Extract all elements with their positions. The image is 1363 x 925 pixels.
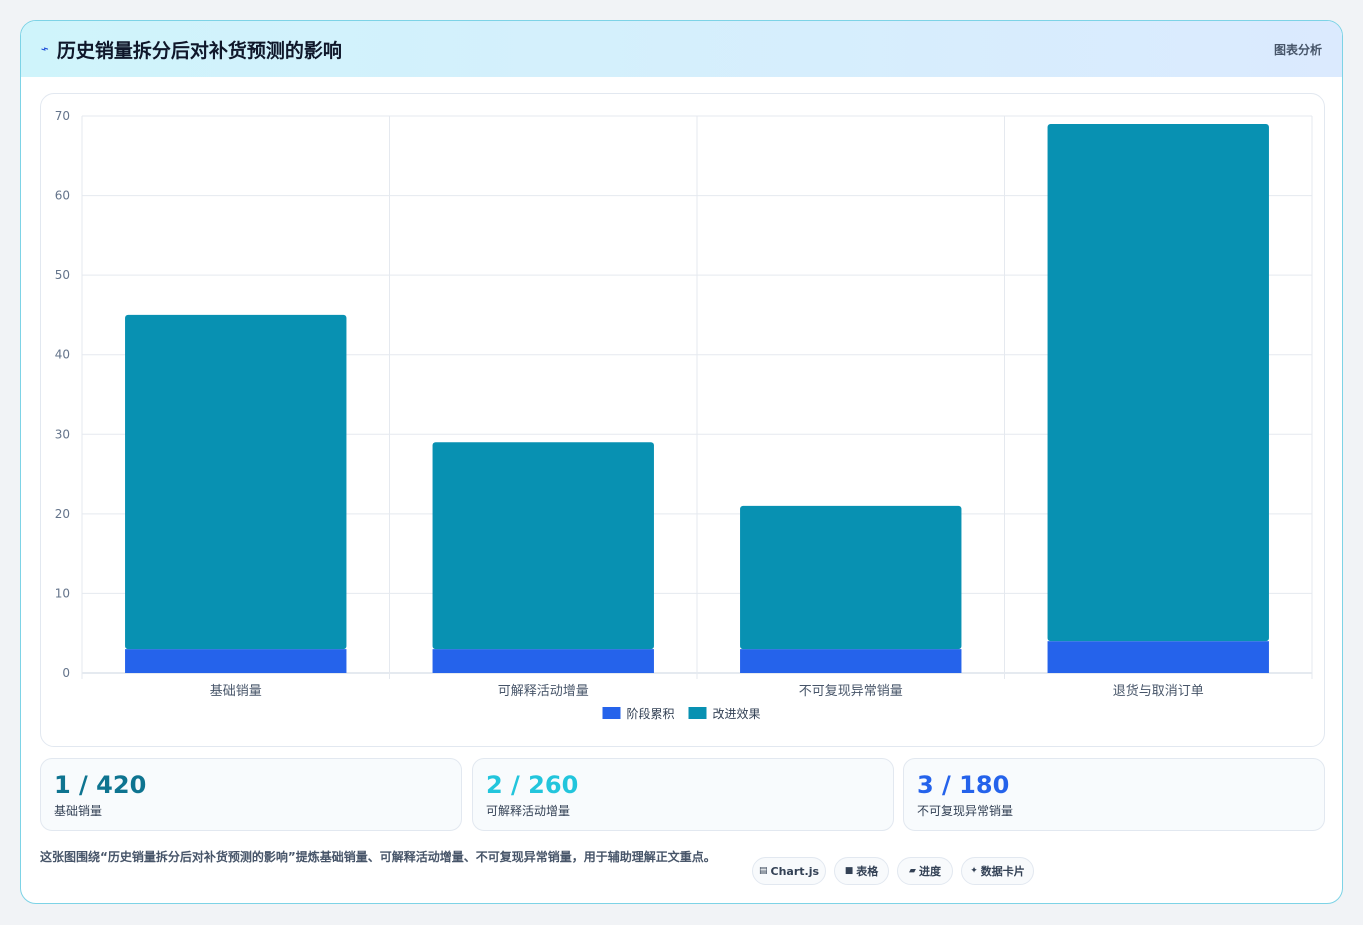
- y-tick-label: 10: [55, 586, 70, 600]
- legend-label: 阶段累积: [627, 706, 675, 721]
- bar-chart: 0 10 20 30 40 50 60 70 基础销量 可解释活动增量 不可复现异常销量 退货与取消订…: [55, 109, 1313, 721]
- legend-swatch: [688, 707, 707, 719]
- spark-icon: ⌁: [39, 40, 51, 58]
- bar-improvement-effect: [432, 442, 654, 650]
- stat-value: 2 / 260: [486, 771, 579, 799]
- chart-icon: ▤: [758, 866, 768, 876]
- progress-icon: ▰: [909, 866, 916, 876]
- y-tick-label: 30: [55, 427, 70, 441]
- header-left: ⌁ 历史销量拆分后对补货预测的影响: [39, 36, 342, 63]
- chart-analysis-tag: 图表分析: [1273, 42, 1322, 57]
- x-tick-label: 不可复现异常销量: [799, 684, 903, 699]
- chip-data-card[interactable]: ✦ 数据卡片: [961, 857, 1034, 885]
- bar-stage-accumulation: [740, 649, 962, 673]
- y-tick-label: 0: [62, 666, 70, 680]
- chip-label: 表格: [856, 865, 879, 878]
- x-tick-label: 基础销量: [210, 684, 262, 699]
- y-tick-label: 60: [55, 189, 70, 203]
- stat-value: 1 / 420: [54, 771, 147, 799]
- stats-row: 1 / 420 基础销量 2 / 260 可解释活动增量 3 / 180 不可复…: [40, 758, 1325, 831]
- y-tick-label: 70: [55, 109, 70, 123]
- legend-swatch: [602, 707, 621, 719]
- y-tick-label: 40: [55, 348, 70, 362]
- card-icon: ✦: [970, 866, 978, 876]
- bar-stage-accumulation: [432, 649, 654, 673]
- y-tick-label: 50: [55, 268, 70, 282]
- stat-card: 2 / 260 可解释活动增量: [472, 758, 894, 831]
- x-tick-label: 退货与取消订单: [1113, 683, 1204, 699]
- chip-label: 进度: [918, 865, 941, 878]
- chip-progress[interactable]: ▰ 进度: [897, 857, 953, 885]
- chart-card: ⌁ 历史销量拆分后对补货预测的影响 图表分析 0 10 20 30 40 50 60 70 基础…: [20, 20, 1343, 904]
- page-title: 历史销量拆分后对补货预测的影响: [56, 39, 342, 62]
- stat-label: 基础销量: [54, 804, 103, 818]
- chart-description: 这张图围绕“历史销量拆分后对补货预测的影响”提炼基础销量、可解释活动增量、不可复…: [40, 850, 716, 864]
- stat-value: 3 / 180: [917, 771, 1010, 799]
- stat-card: 3 / 180 不可复现异常销量: [903, 758, 1325, 831]
- table-icon: ■: [844, 866, 854, 876]
- x-tick-label: 可解释活动增量: [498, 684, 589, 699]
- bar-improvement-effect: [740, 505, 962, 650]
- y-tick-label: 20: [55, 507, 70, 521]
- chip-label: 数据卡片: [980, 865, 1025, 878]
- bar-stage-accumulation: [1047, 641, 1269, 673]
- legend-label: 改进效果: [713, 706, 761, 721]
- stat-card: 1 / 420 基础销量: [40, 758, 462, 831]
- chip-label: Chart.js: [770, 864, 820, 878]
- chip-table[interactable]: ■ 表格: [834, 857, 889, 885]
- stat-label: 可解释活动增量: [486, 804, 571, 818]
- bar-improvement-effect: [1047, 123, 1269, 642]
- stat-label: 不可复现异常销量: [917, 804, 1014, 818]
- chart-container: 0 10 20 30 40 50 60 70 基础销量 可解释活动增量 不可复现异常销量 退货与取消订…: [40, 93, 1325, 747]
- card-header: ⌁ 历史销量拆分后对补货预测的影响 图表分析: [21, 21, 1342, 77]
- bar-improvement-effect: [125, 314, 347, 650]
- bar-stage-accumulation: [125, 649, 347, 673]
- chip-chartjs[interactable]: ▤ Chart.js: [752, 857, 826, 885]
